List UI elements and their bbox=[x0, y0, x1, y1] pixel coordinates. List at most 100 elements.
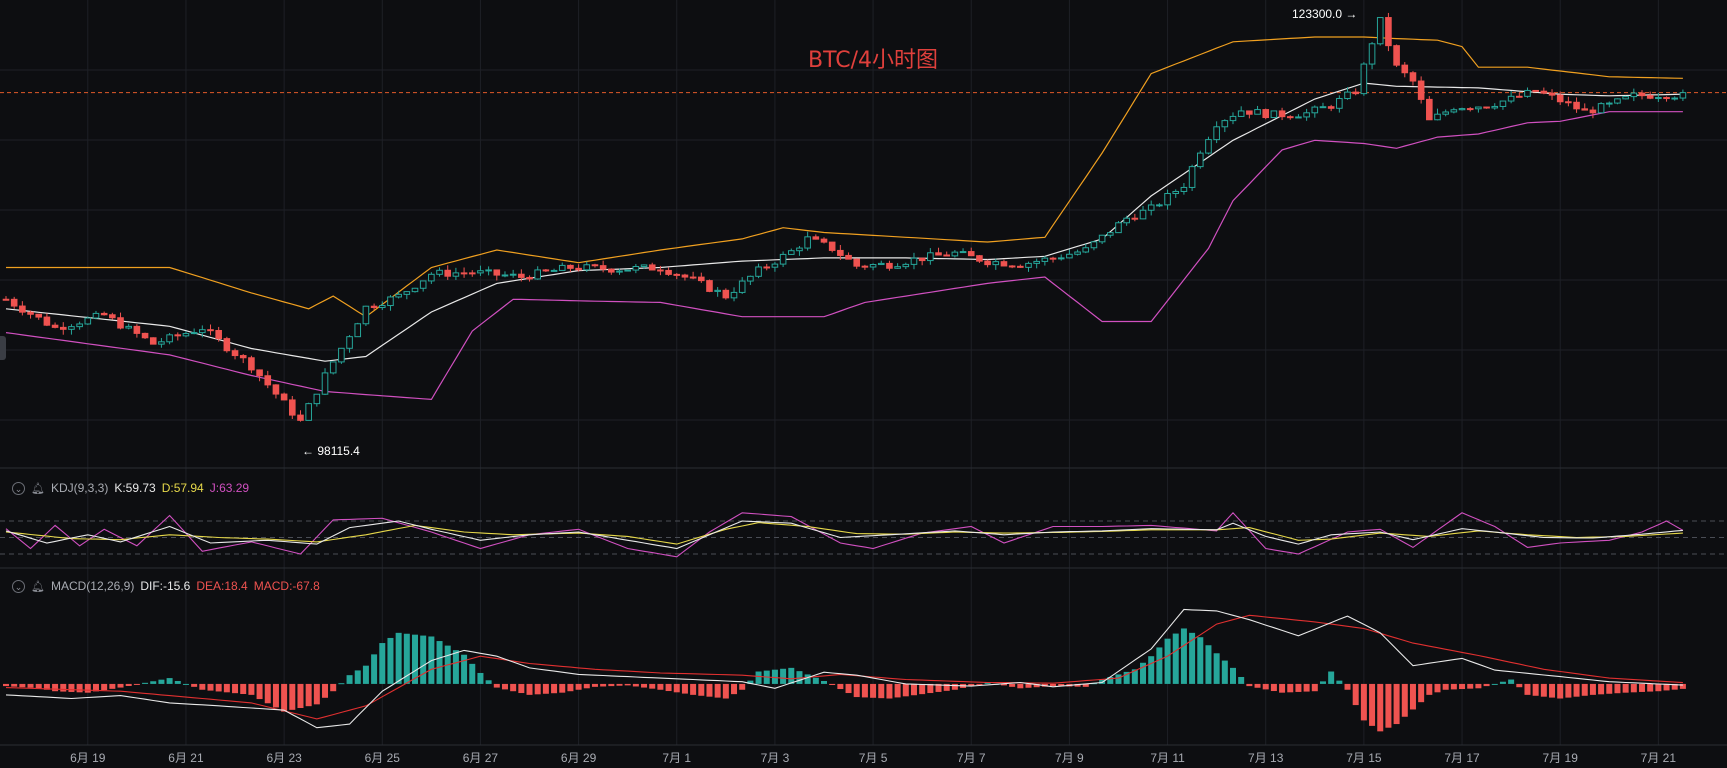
candle-body bbox=[436, 269, 443, 275]
macd-hist-bar bbox=[1589, 683, 1596, 695]
candle-body bbox=[1589, 109, 1597, 114]
x-tick-label: 7月 11 bbox=[1150, 751, 1185, 765]
macd-hist-bar bbox=[870, 683, 877, 698]
candle-body bbox=[714, 289, 721, 292]
macd-hist-bar bbox=[191, 683, 198, 687]
kdj-d-value: D:57.94 bbox=[161, 481, 204, 495]
macd-hist-bar bbox=[575, 683, 582, 690]
candle-body bbox=[1164, 193, 1171, 206]
candle-body bbox=[149, 337, 157, 345]
macd-hist-bar bbox=[510, 683, 517, 692]
candle-body bbox=[452, 272, 460, 277]
macd-hist-bar bbox=[943, 683, 950, 691]
candle-body bbox=[1082, 247, 1090, 253]
macd-hist-bar bbox=[420, 635, 427, 684]
macd-hist-bar bbox=[1352, 683, 1359, 706]
macd-hist-bar bbox=[1663, 683, 1670, 691]
side-drag-handle[interactable] bbox=[0, 336, 6, 360]
candle-body bbox=[509, 273, 517, 276]
macd-hist-bar bbox=[403, 633, 410, 684]
candle-body bbox=[35, 313, 43, 318]
candle-body bbox=[133, 325, 141, 334]
macd-hist-bar bbox=[1418, 683, 1425, 703]
macd-hist-bar bbox=[92, 683, 99, 692]
candle-body bbox=[10, 298, 18, 307]
macd-hist-bar bbox=[35, 683, 42, 689]
candle-body bbox=[583, 264, 591, 271]
candle-body bbox=[166, 334, 173, 343]
candle-body bbox=[1205, 139, 1212, 154]
candle-body bbox=[1360, 63, 1368, 95]
candle-body bbox=[1393, 45, 1400, 66]
candle-body bbox=[681, 274, 689, 278]
collapse-chevron-icon[interactable]: ⌄ bbox=[12, 481, 25, 495]
candle-body bbox=[182, 333, 190, 337]
macd-hist-bar bbox=[1287, 683, 1294, 693]
candle-body bbox=[1671, 97, 1679, 100]
candle-body bbox=[109, 314, 116, 319]
kdj-name[interactable]: KDJ(9,3,3) bbox=[50, 481, 109, 495]
candle-body bbox=[828, 241, 836, 251]
kdj-j-value: J:63.29 bbox=[209, 481, 250, 495]
candle-body bbox=[575, 267, 582, 271]
candle-body bbox=[378, 305, 386, 309]
candle-body bbox=[248, 357, 255, 371]
candle-body bbox=[1597, 103, 1605, 114]
low-value: 98115.4 bbox=[317, 444, 360, 458]
macd-hist-bar bbox=[109, 683, 116, 689]
candle-body bbox=[27, 311, 34, 315]
macd-hist-bar bbox=[11, 683, 18, 687]
candle-body bbox=[223, 338, 231, 352]
macd-dea-value: DEA:18.4 bbox=[196, 579, 248, 593]
x-tick-label: 7月 9 bbox=[1055, 751, 1084, 765]
candle-body bbox=[1532, 89, 1539, 92]
macd-hist-bar bbox=[174, 681, 181, 684]
candle-body bbox=[1442, 111, 1449, 115]
macd-hist-bar bbox=[755, 671, 762, 684]
x-tick-label: 7月 15 bbox=[1346, 751, 1382, 765]
macd-hist-bar bbox=[1344, 683, 1351, 690]
macd-hist-bar bbox=[706, 683, 713, 697]
macd-hist-bar bbox=[1491, 683, 1498, 685]
candle-body bbox=[419, 280, 427, 289]
macd-hist-bar bbox=[951, 683, 958, 690]
candle-body bbox=[329, 361, 337, 374]
x-tick-label: 7月 13 bbox=[1248, 751, 1284, 765]
macd-hist-bar bbox=[248, 683, 255, 695]
macd-hist-bar bbox=[256, 683, 263, 700]
bell-icon[interactable]: 🔔︎ bbox=[31, 482, 45, 495]
candle-body bbox=[1303, 112, 1310, 118]
x-tick-label: 6月 21 bbox=[168, 751, 204, 765]
candle-body bbox=[1540, 90, 1548, 94]
macd-hist-bar bbox=[1336, 680, 1343, 684]
macd-dif-value: DIF:-15.6 bbox=[140, 579, 191, 593]
candle-body bbox=[362, 305, 370, 325]
candle-body bbox=[1548, 92, 1556, 96]
macd-hist-bar bbox=[215, 683, 222, 692]
macd-hist-value: MACD:-67.8 bbox=[253, 579, 320, 593]
candle-body bbox=[1229, 115, 1237, 122]
macd-hist-bar bbox=[52, 683, 59, 692]
candle-body bbox=[1426, 98, 1433, 121]
macd-hist-bar bbox=[1401, 683, 1408, 717]
candle-body bbox=[1057, 257, 1065, 260]
macd-hist-bar bbox=[1450, 683, 1457, 690]
candle-body bbox=[1237, 110, 1245, 117]
candle-body bbox=[1450, 109, 1458, 113]
candle-body bbox=[755, 266, 762, 277]
x-tick-label: 7月 1 bbox=[662, 751, 691, 765]
candle-body bbox=[673, 273, 681, 276]
macd-hist-bar bbox=[1679, 683, 1686, 689]
macd-name[interactable]: MACD(12,26,9) bbox=[50, 579, 135, 593]
macd-hist-bar bbox=[1099, 679, 1106, 684]
bell-icon[interactable]: 🔔︎ bbox=[31, 580, 45, 593]
candle-body bbox=[1458, 108, 1466, 111]
macd-hist-bar bbox=[968, 683, 975, 687]
candle-body bbox=[1180, 186, 1188, 192]
candle-body bbox=[1049, 257, 1057, 260]
collapse-chevron-icon[interactable]: ⌄ bbox=[12, 579, 25, 593]
macd-hist-bar bbox=[305, 683, 312, 707]
macd-hist-bar bbox=[1622, 683, 1629, 693]
candle-body bbox=[951, 251, 959, 257]
macd-hist-bar bbox=[1164, 638, 1171, 684]
